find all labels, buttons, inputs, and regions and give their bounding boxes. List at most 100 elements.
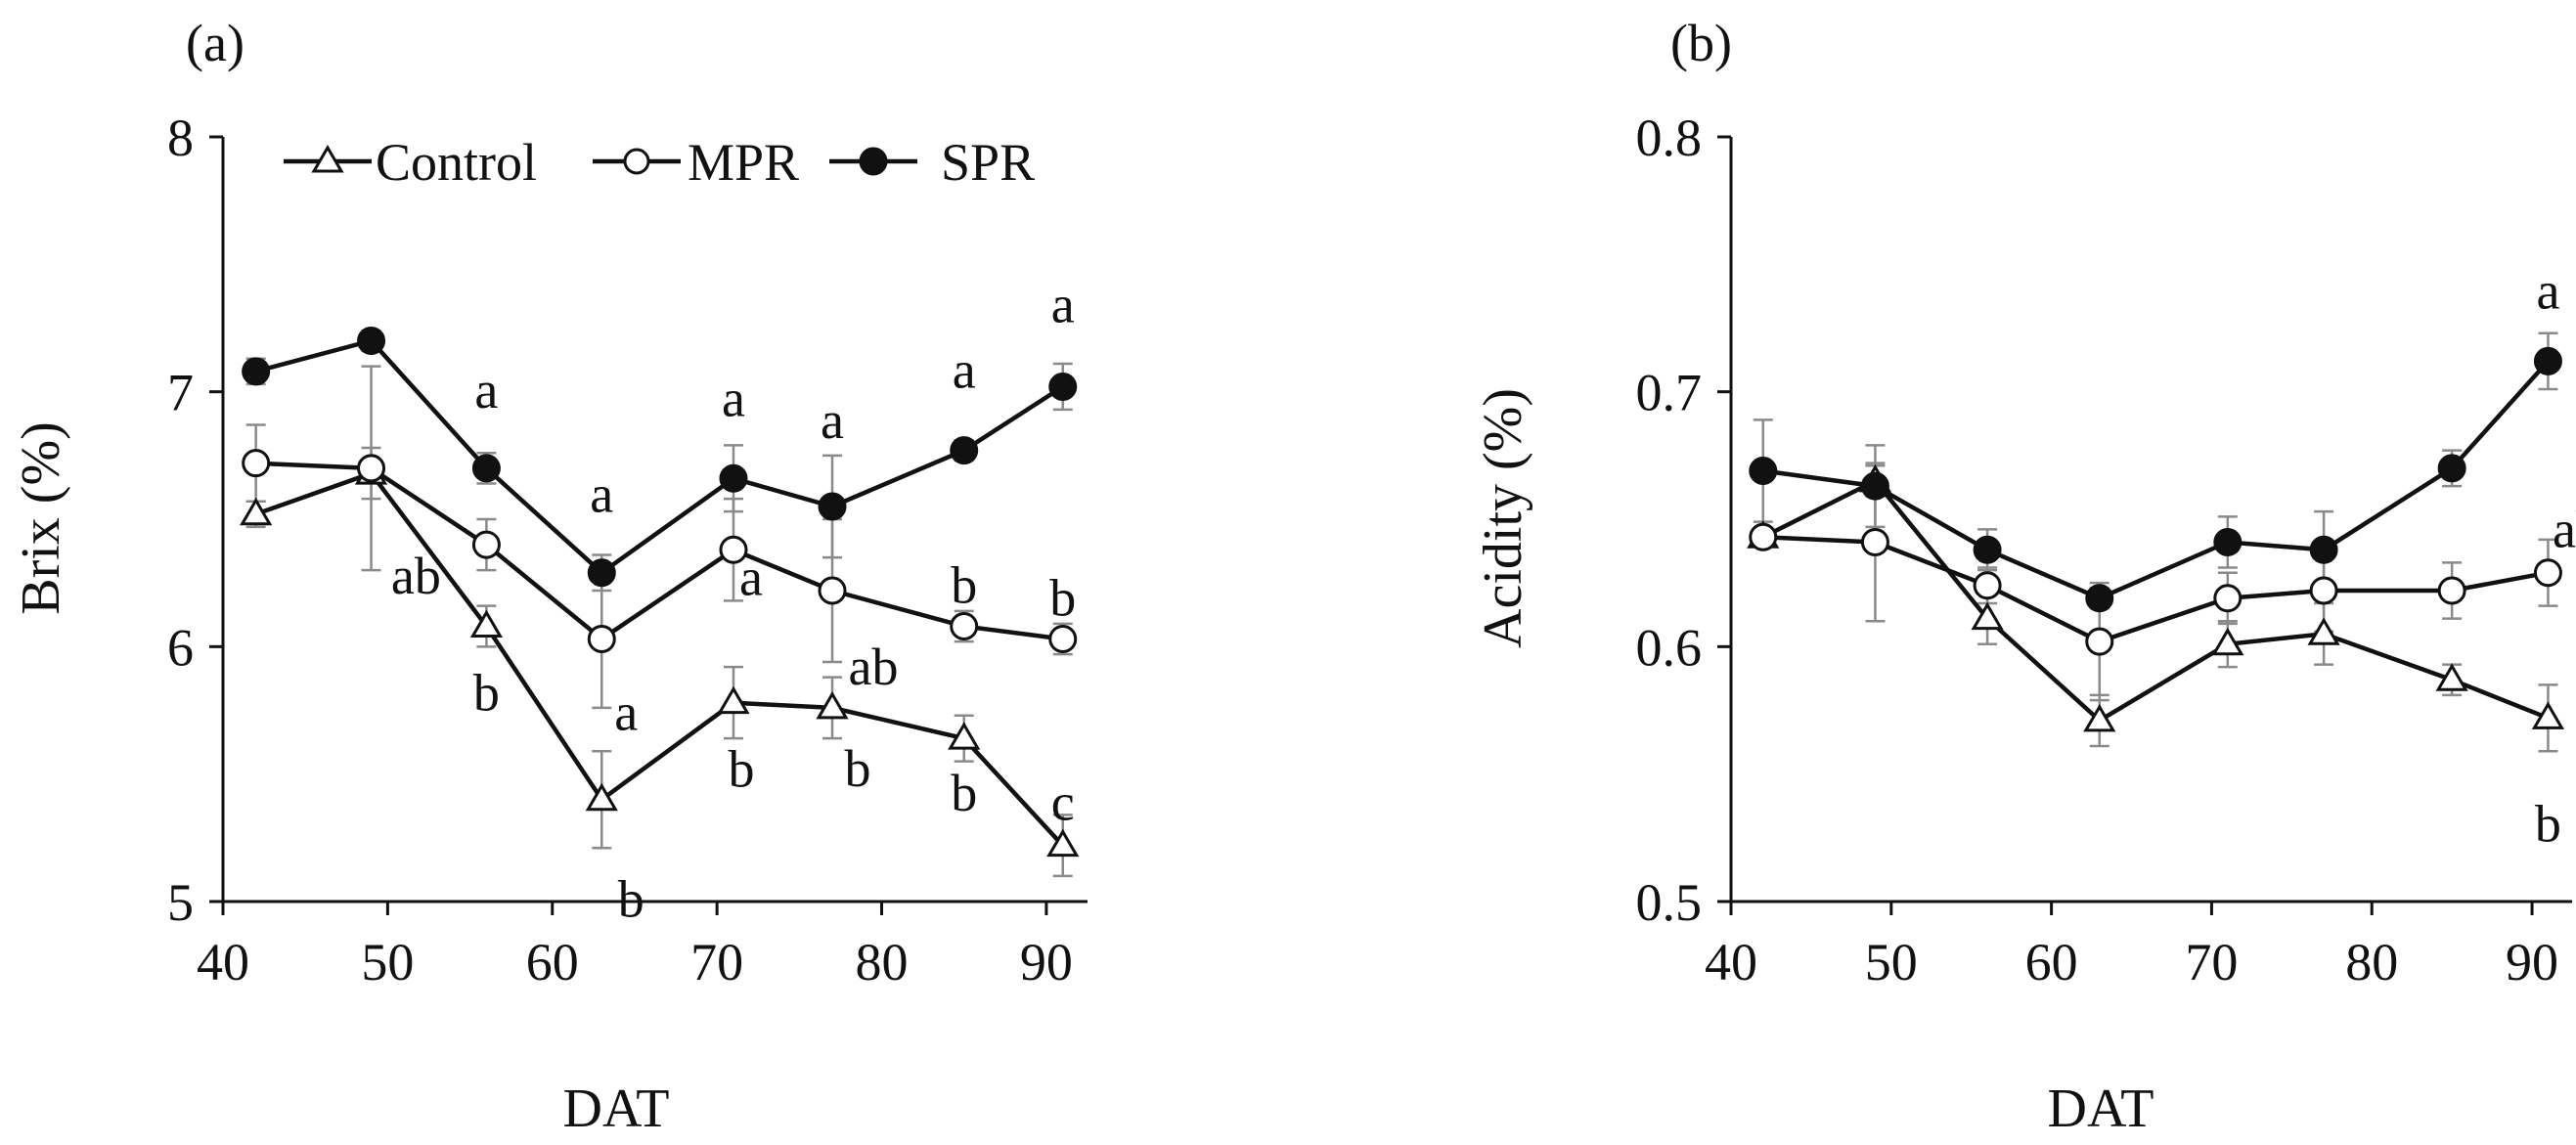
legend-control-label: Control <box>376 133 537 192</box>
mpr-open-circle-marker <box>471 530 501 559</box>
x-tick-label: 50 <box>1865 933 1918 991</box>
legend-item-control: Control <box>284 133 537 192</box>
control-triangle-marker <box>948 722 981 750</box>
y-tick-label: 0.7 <box>1636 364 1703 422</box>
x-tick-label: 90 <box>1020 933 1073 991</box>
spr-filled-circle-marker <box>471 454 501 483</box>
panel-b-markers <box>1747 346 2565 732</box>
x-tick-label: 50 <box>361 933 414 991</box>
spr-filled-circle-marker <box>1860 471 1889 501</box>
control-significance-letter: b <box>951 764 977 822</box>
control-series-line <box>254 470 1065 848</box>
panel-b-label: (b) <box>1670 14 1732 72</box>
mpr-series-line <box>1762 534 2549 644</box>
mpr-significance-letter: a <box>739 548 763 606</box>
spr-filled-circle-marker <box>242 357 271 386</box>
spr-series-line <box>1762 359 2551 601</box>
panel-a-markers <box>240 327 1080 858</box>
panel-b-x-axis-title: DAT <box>2048 1079 2154 1139</box>
spr-filled-circle-marker <box>1749 456 1778 485</box>
spr-significance-letter: a <box>722 369 745 427</box>
legend-spr-label: SPR <box>941 133 1035 192</box>
mpr-open-circle-marker <box>2213 584 2243 613</box>
control-significance-letter: b <box>2535 794 2561 853</box>
panel-a-error-bars <box>245 329 1073 878</box>
spr-filled-circle-marker <box>2437 454 2466 483</box>
panel-b-acidity-chart: (b) Acidity (%) DAT 0.5 0.6 0.7 0.8 40 50 60 70… <box>1473 14 2576 1139</box>
panel-a-x-axis-title: DAT <box>563 1079 670 1139</box>
mpr-significance-letter: ab <box>391 547 441 605</box>
spr-filled-circle-marker <box>950 436 979 465</box>
panel-b-series-lines <box>1761 359 2551 724</box>
control-significance-letter: c <box>1051 773 1075 832</box>
control-triangle-marker <box>816 690 849 720</box>
x-tick-label: 40 <box>1705 933 1757 991</box>
y-tick-label: 0.8 <box>1636 109 1703 167</box>
mpr-significance-letter: b <box>1049 569 1076 628</box>
control-triangle-marker <box>2531 701 2565 729</box>
mpr-open-circle-marker <box>1749 522 1778 551</box>
x-tick-label: 80 <box>2345 933 2398 991</box>
mpr-open-circle-marker <box>1860 527 1889 556</box>
legend-mpr-label: MPR <box>688 133 799 192</box>
mpr-open-circle-marker <box>719 535 748 564</box>
mpr-open-circle-marker <box>2309 576 2338 605</box>
x-tick-label: 90 <box>2506 933 2558 991</box>
control-triangle-marker <box>717 685 750 715</box>
mpr-open-circle-marker <box>2533 558 2562 588</box>
spr-filled-circle-marker <box>2213 527 2243 556</box>
mpr-open-circle-marker <box>357 454 386 483</box>
x-tick-label: 70 <box>690 933 743 991</box>
control-significance-letter: b <box>473 663 500 722</box>
spr-significance-letter: a <box>821 391 844 450</box>
x-tick-label: 60 <box>2025 933 2078 991</box>
spr-significance-letter: a <box>1051 275 1075 333</box>
panel-a-brix-chart: (a) Brix (%) DAT 5 6 7 8 40 50 60 70 80 90 b b b b b c… <box>11 14 1088 1139</box>
control-significance-letter: b <box>618 870 644 929</box>
spr-filled-circle-marker <box>2309 535 2338 564</box>
control-triangle-marker <box>240 497 273 526</box>
control-triangle-marker <box>1971 601 2004 631</box>
x-tick-label: 80 <box>856 933 909 991</box>
spr-series-line <box>255 337 1064 576</box>
legend-mpr-open-circle-marker <box>623 148 650 175</box>
control-triangle-marker <box>469 609 504 638</box>
x-tick-label: 60 <box>526 933 579 991</box>
mpr-open-circle-marker <box>587 625 616 654</box>
control-triangle-marker <box>1046 828 1080 858</box>
control-triangle-marker <box>2083 703 2116 732</box>
panel-b-significance-letters: b ab a <box>2535 261 2576 853</box>
control-series-line <box>1761 478 2550 724</box>
spr-filled-circle-marker <box>1973 535 2002 564</box>
y-tick-label: 5 <box>167 873 194 932</box>
y-tick-label: 0.5 <box>1636 873 1703 932</box>
control-triangle-marker <box>2307 617 2340 645</box>
mpr-significance-letter: ab <box>2553 501 2576 559</box>
panel-a-y-axis-title: Brix (%) <box>11 421 71 615</box>
legend-item-spr: SPR <box>829 133 1035 192</box>
mpr-significance-letter: b <box>951 555 977 614</box>
control-significance-letter: b <box>845 739 871 798</box>
y-tick-label: 0.6 <box>1636 618 1703 677</box>
spr-significance-letter: a <box>474 361 498 419</box>
spr-significance-letter: a <box>590 465 613 524</box>
mpr-open-circle-marker <box>242 449 271 478</box>
mpr-open-circle-marker <box>950 611 979 640</box>
y-tick-label: 7 <box>167 364 194 422</box>
legend-item-mpr: MPR <box>593 133 799 192</box>
legend-control-triangle-marker <box>311 145 344 173</box>
y-tick-label: 8 <box>167 109 194 167</box>
legend-spr-filled-circle-marker <box>859 147 888 176</box>
mpr-open-circle-marker <box>818 576 847 605</box>
mpr-significance-letter: ab <box>849 638 899 696</box>
spr-significance-letter: a <box>953 341 976 400</box>
spr-filled-circle-marker <box>2533 346 2562 375</box>
panel-a-axes: 5 6 7 8 40 50 60 70 80 90 <box>167 109 1088 991</box>
x-tick-label: 70 <box>2185 933 2238 991</box>
control-significance-letter: b <box>728 740 754 799</box>
mpr-series-line <box>255 461 1063 642</box>
x-tick-label: 40 <box>197 933 249 991</box>
control-triangle-marker <box>2211 627 2244 656</box>
mpr-open-circle-marker <box>1973 571 2002 600</box>
